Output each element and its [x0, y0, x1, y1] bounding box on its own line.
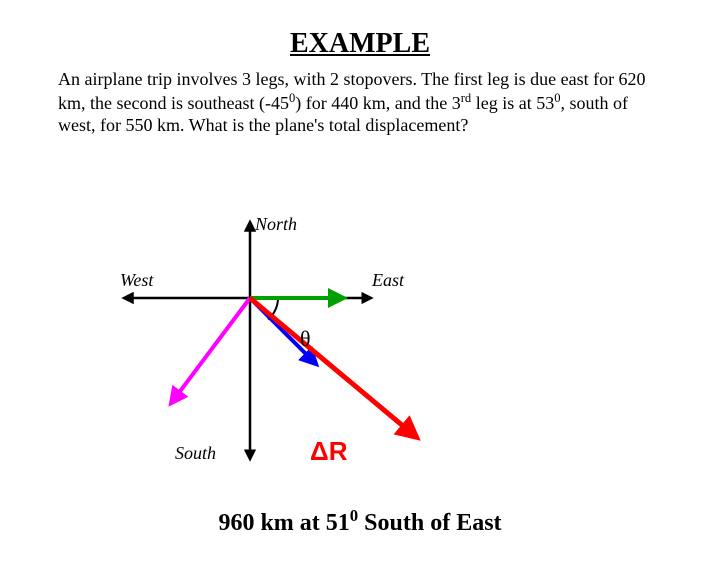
- problem-part3: leg is at 53: [471, 93, 554, 113]
- answer-pre: 960 km at 51: [218, 510, 349, 536]
- north-label: North: [255, 214, 297, 235]
- leg3-sw: [172, 298, 250, 402]
- page-title: EXAMPLE: [0, 28, 720, 60]
- west-label: West: [120, 270, 153, 291]
- south-label: South: [175, 443, 216, 464]
- answer-line: 960 km at 510 South of East: [0, 506, 720, 537]
- answer-sup: 0: [350, 506, 358, 525]
- theta-label: θ: [300, 326, 311, 352]
- vector-diagram: North West East South θ ΔR: [120, 218, 490, 478]
- problem-sup2: rd: [461, 91, 472, 105]
- problem-part2: ) for 440 km, and the 3: [295, 93, 460, 113]
- delta-r-result: [250, 298, 415, 436]
- answer-post: South of East: [358, 510, 501, 536]
- delta-r-label: ΔR: [310, 436, 347, 467]
- problem-statement: An airplane trip involves 3 legs, with 2…: [58, 68, 662, 137]
- east-label: East: [372, 270, 404, 291]
